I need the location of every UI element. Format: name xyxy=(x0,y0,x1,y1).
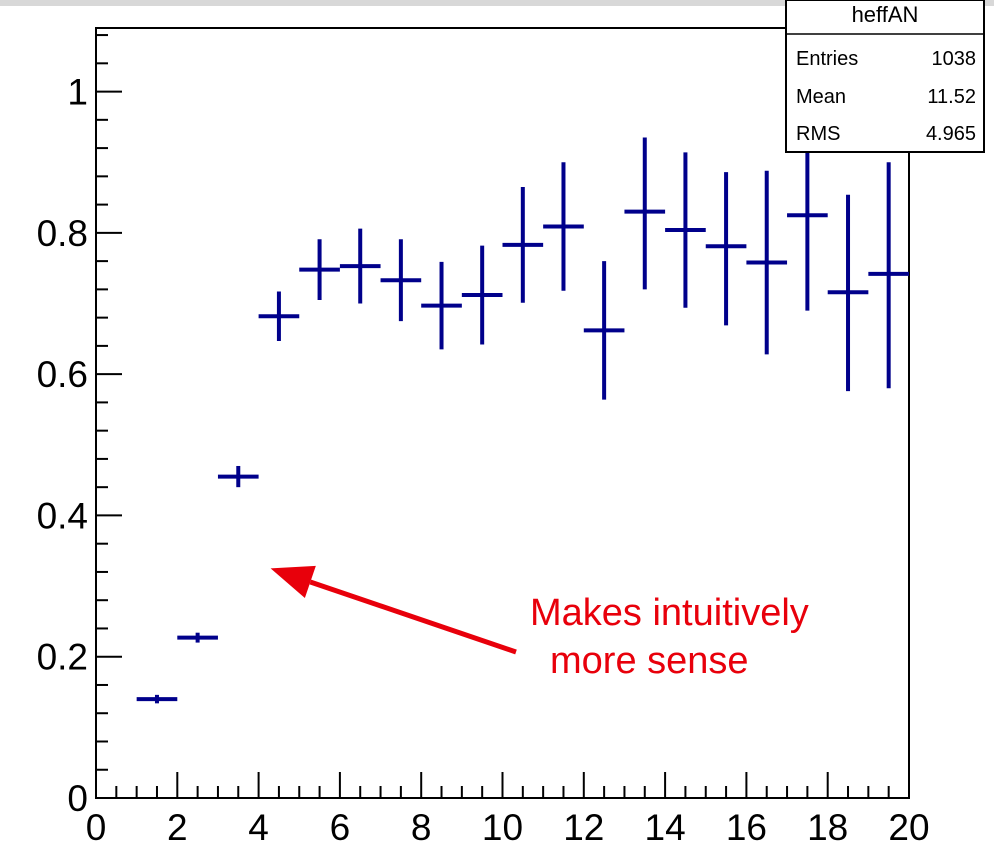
x-tick-label: 20 xyxy=(888,807,929,843)
data-point xyxy=(258,291,300,341)
data-point xyxy=(217,465,259,488)
data-point xyxy=(746,170,788,355)
stats-entries-label: Entries xyxy=(796,48,858,70)
stats-box-frame xyxy=(785,0,985,153)
data-point xyxy=(177,632,218,643)
annotation: Makes intuitively more sense xyxy=(270,565,809,682)
x-tick-label: 18 xyxy=(807,807,848,843)
annotation-arrow-head xyxy=(270,565,316,599)
data-point xyxy=(624,137,666,290)
y-tick-label: 0 xyxy=(67,778,88,819)
stats-mean-label: Mean xyxy=(796,86,846,108)
data-point xyxy=(705,172,747,326)
data-point xyxy=(502,186,544,303)
x-tick-label: 4 xyxy=(248,807,269,843)
x-tick-label: 6 xyxy=(330,807,351,843)
data-points xyxy=(136,123,909,704)
annotation-text-line-2: more sense xyxy=(550,640,749,682)
top-canvas-strip xyxy=(0,0,994,6)
data-point xyxy=(543,162,584,291)
stats-box-title: heffAN xyxy=(852,2,919,27)
data-point xyxy=(136,694,178,704)
y-tick-label: 1 xyxy=(67,72,88,113)
x-tick-label: 14 xyxy=(645,807,686,843)
stats-rms-label: RMS xyxy=(796,123,840,145)
y-tick-label: 0.6 xyxy=(37,354,88,395)
annotation-text-line-1: Makes intuitively xyxy=(530,592,809,634)
x-tick-label: 10 xyxy=(482,807,523,843)
data-point xyxy=(665,152,706,308)
y-tick-label: 0.2 xyxy=(37,637,88,678)
data-point xyxy=(583,261,625,400)
data-point xyxy=(380,239,422,322)
data-point xyxy=(461,245,503,345)
stats-mean-value: 11.52 xyxy=(927,86,976,108)
data-point xyxy=(787,123,828,311)
x-axis: 0 2 4 6 8 10 12 14 16 18 20 xyxy=(86,772,930,843)
x-tick-label: 8 xyxy=(411,807,432,843)
x-tick-label: 2 xyxy=(167,807,188,843)
stats-rms-value: 4.965 xyxy=(926,123,976,145)
x-tick-label: 12 xyxy=(563,807,604,843)
annotation-arrow xyxy=(309,579,517,655)
x-tick-label: 16 xyxy=(726,807,767,843)
data-point xyxy=(868,162,909,389)
data-point xyxy=(827,194,869,392)
stats-entries-value: 1038 xyxy=(932,48,977,70)
data-point xyxy=(299,239,340,300)
y-tick-label: 0.8 xyxy=(37,213,88,254)
y-axis: 0 0.2 0.4 0.6 0.8 1 xyxy=(37,34,122,819)
data-point xyxy=(421,261,462,350)
x-tick-label: 0 xyxy=(86,807,107,843)
stats-box: heffAN Entries 1038 Mean 11.52 RMS 4.965 xyxy=(785,0,985,153)
y-tick-label: 0.4 xyxy=(37,495,88,536)
data-point xyxy=(339,228,381,304)
